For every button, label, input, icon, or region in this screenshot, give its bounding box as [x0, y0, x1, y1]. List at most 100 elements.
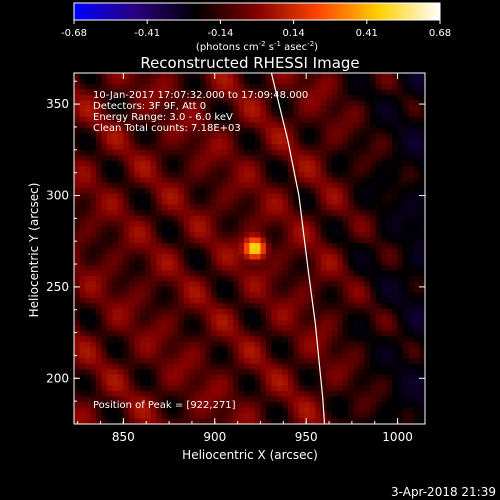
heatmap-cell [150, 264, 157, 271]
heatmap-cell [238, 155, 245, 162]
heatmap-cell [74, 171, 80, 178]
heatmap-cell [397, 193, 404, 200]
heatmap-cell [95, 100, 102, 107]
heatmap-cell [331, 286, 338, 293]
heatmap-cell [265, 380, 272, 387]
heatmap-cell [337, 111, 344, 118]
heatmap-cell [386, 330, 393, 337]
heatmap-cell [408, 105, 415, 112]
heatmap-cell [397, 188, 404, 195]
heatmap-cell [304, 248, 311, 255]
heatmap-cell [90, 94, 97, 101]
heatmap-cell [370, 281, 377, 288]
heatmap-cell [233, 297, 239, 304]
heatmap-cell [370, 303, 377, 310]
heatmap-cell [216, 89, 223, 96]
heatmap-cell [293, 319, 300, 326]
heatmap-cell [156, 275, 163, 282]
heatmap-cell [84, 221, 91, 227]
heatmap-cell [90, 259, 97, 266]
heatmap-cell [84, 243, 91, 249]
heatmap-cell [238, 319, 245, 326]
heatmap-cell [112, 319, 119, 326]
heatmap-cell [397, 369, 404, 376]
heatmap-cell [326, 281, 333, 288]
heatmap-cell [403, 116, 409, 123]
heatmap-cell [326, 237, 333, 244]
heatmap-cell [227, 78, 234, 85]
heatmap-cell [95, 347, 102, 354]
heatmap-cell [134, 100, 141, 107]
heatmap-cell [211, 352, 217, 359]
heatmap-cell [172, 133, 179, 140]
heatmap-cell [183, 177, 190, 184]
heatmap-cell [392, 275, 398, 282]
heatmap-cell [128, 111, 135, 118]
heatmap-cell [233, 149, 239, 156]
heatmap-cell [101, 369, 108, 376]
heatmap-cell [233, 155, 239, 162]
heatmap-cell [403, 341, 409, 348]
heatmap-cell [337, 243, 344, 249]
heatmap-cell [364, 418, 371, 424]
heatmap-cell [167, 221, 174, 227]
heatmap-cell [386, 358, 393, 365]
heatmap-cell [397, 210, 404, 216]
heatmap-cell [84, 171, 91, 178]
heatmap-cell [364, 292, 371, 299]
heatmap-cell [233, 133, 239, 140]
heatmap-cell [254, 226, 261, 233]
heatmap-cell [106, 292, 113, 299]
heatmap-cell [227, 297, 234, 304]
heatmap-cell [216, 133, 223, 140]
heatmap-cell [265, 221, 272, 227]
heatmap-cell [419, 319, 425, 326]
heatmap-cell [183, 325, 190, 332]
heatmap-cell [145, 418, 152, 424]
heatmap-cell [79, 155, 86, 162]
heatmap-cell [112, 314, 119, 321]
heatmap-cell [375, 275, 382, 282]
heatmap-cell [408, 330, 415, 337]
heatmap-cell [244, 358, 250, 365]
heatmap-cell [249, 133, 256, 140]
heatmap-cell [117, 308, 124, 315]
heatmap-cell [287, 221, 294, 227]
heatmap-cell [211, 264, 217, 271]
heatmap-cell [123, 363, 130, 370]
heatmap-cell [260, 253, 267, 260]
heatmap-cell [276, 232, 283, 238]
heatmap-cell [276, 243, 283, 249]
heatmap-cell [134, 122, 141, 129]
heatmap-cell [276, 73, 283, 79]
heatmap-cell [101, 83, 108, 90]
heatmap-cell [309, 171, 316, 178]
heatmap-cell [161, 83, 168, 90]
heatmap-cell [205, 177, 212, 184]
heatmap-cell [403, 144, 409, 151]
heatmap-cell [304, 413, 311, 419]
heatmap-cell [161, 358, 168, 365]
heatmap-cell [79, 78, 86, 85]
heatmap-cell [271, 253, 278, 260]
heatmap-cell [238, 226, 245, 233]
heatmap-cell [392, 248, 398, 255]
heatmap-cell [408, 308, 415, 315]
heatmap-cell [254, 155, 261, 162]
heatmap-cell [205, 160, 212, 167]
heatmap-cell [309, 193, 316, 200]
heatmap-cell [112, 215, 119, 222]
heatmap-cell [403, 275, 409, 282]
heatmap-cell [183, 264, 190, 271]
heatmap-cell [254, 380, 261, 387]
heatmap-cell [276, 286, 283, 293]
heatmap-cell [282, 314, 289, 321]
heatmap-cell [348, 122, 355, 129]
heatmap-cell [200, 105, 207, 112]
heatmap-cell [233, 105, 239, 112]
heatmap-cell [134, 369, 141, 376]
heatmap-cell [364, 253, 371, 260]
heatmap-cell [79, 259, 86, 266]
heatmap-cell [254, 402, 261, 408]
heatmap-cell [189, 127, 196, 134]
